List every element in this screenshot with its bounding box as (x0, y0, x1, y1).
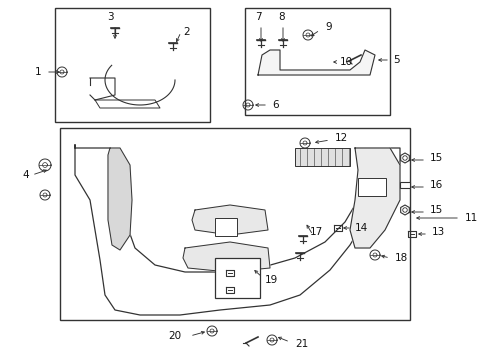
Text: 5: 5 (393, 55, 400, 65)
Polygon shape (258, 50, 375, 75)
Bar (400, 182, 410, 188)
Bar (245, 8, 390, 115)
Bar (55, 8, 210, 122)
Polygon shape (75, 145, 400, 315)
Polygon shape (350, 148, 400, 248)
Bar (215, 258, 260, 298)
Text: 18: 18 (395, 253, 408, 263)
Text: 14: 14 (355, 223, 368, 233)
Text: 10: 10 (340, 57, 353, 67)
Text: 21: 21 (295, 339, 308, 349)
Text: 16: 16 (430, 180, 443, 190)
Text: 3: 3 (107, 12, 114, 22)
Text: 12: 12 (335, 133, 348, 143)
Text: 15: 15 (430, 205, 443, 215)
Text: 2: 2 (183, 27, 190, 37)
Bar (358, 178, 386, 196)
Text: 19: 19 (265, 275, 278, 285)
Text: 9: 9 (325, 22, 332, 32)
Text: 6: 6 (272, 100, 279, 110)
Text: 11: 11 (465, 213, 478, 223)
Text: 1: 1 (35, 67, 42, 77)
Bar (295, 148, 350, 166)
Text: 15: 15 (430, 153, 443, 163)
Polygon shape (108, 148, 132, 250)
Bar (215, 218, 237, 236)
Text: 17: 17 (310, 227, 323, 237)
Text: 13: 13 (432, 227, 445, 237)
Bar (60, 128, 410, 320)
Text: 4: 4 (22, 170, 28, 180)
Polygon shape (192, 205, 268, 235)
Text: 8: 8 (278, 12, 285, 22)
Polygon shape (183, 242, 270, 272)
Text: 7: 7 (255, 12, 262, 22)
Text: 20: 20 (168, 331, 181, 341)
